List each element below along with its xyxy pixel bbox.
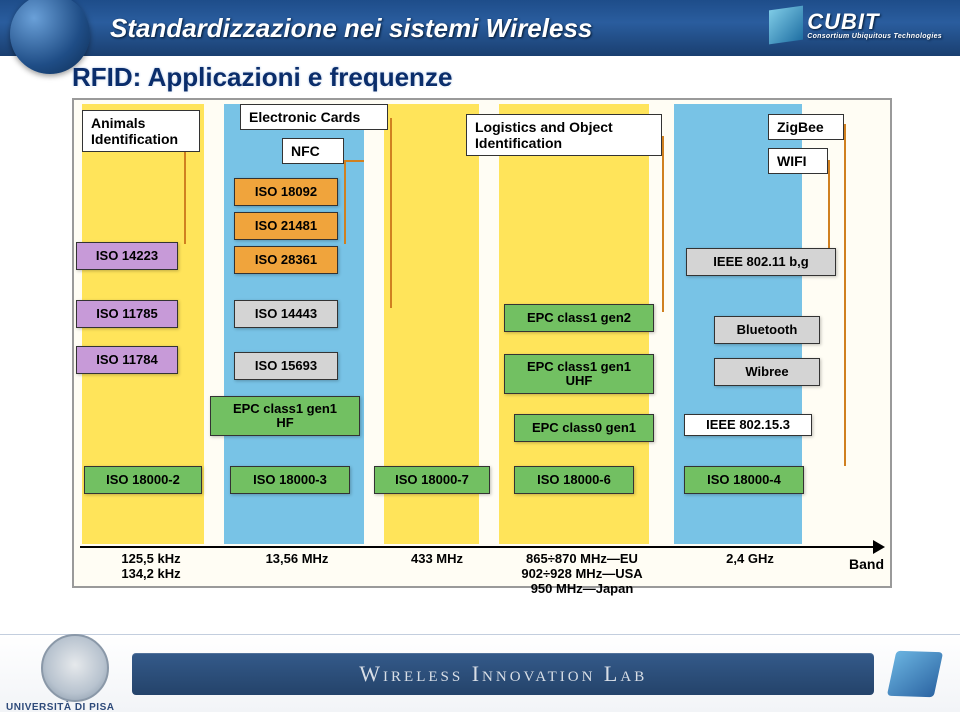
slide-subtitle: RFID: Applicazioni e frequenze [72,62,452,93]
category-label-nfc: NFC [282,138,344,164]
standard-iso180003: ISO 18000-3 [230,466,350,494]
axis-tick-label: 2,4 GHz [710,552,790,567]
connector-zigbee [844,124,846,466]
standard-iso21481: ISO 21481 [234,212,338,240]
standard-ieee80211: IEEE 802.11 b,g [686,248,836,276]
standard-iso180007: ISO 18000-7 [374,466,490,494]
standard-iso14223: ISO 14223 [76,242,178,270]
logo-text: CUBIT [807,11,942,33]
axis-tick-label: 433 MHz [392,552,482,567]
axis-end-label: Band [849,556,884,572]
standard-epc0g1: EPC class0 gen1 [514,414,654,442]
standard-iso180004: ISO 18000-4 [684,466,804,494]
lab-name: Wireless Innovation Lab [359,661,647,687]
standard-epc1g1uhf: EPC class1 gen1UHF [504,354,654,394]
standard-iso18092: ISO 18092 [234,178,338,206]
standard-iso11785: ISO 11785 [76,300,178,328]
page-title: Standardizzazione nei sistemi Wireless [110,13,592,44]
category-label-animals: AnimalsIdentification [82,110,200,152]
standard-wibree: Wibree [714,358,820,386]
axis-tick-label: 865÷870 MHz—EU902÷928 MHz—USA950 MHz—Jap… [492,552,672,597]
standard-epc1g2: EPC class1 gen2 [504,304,654,332]
standard-iso14443: ISO 14443 [234,300,338,328]
standard-bluetooth: Bluetooth [714,316,820,344]
category-label-wifi: WIFI [768,148,828,174]
standard-iso11784: ISO 11784 [76,346,178,374]
axis-tick-label: 13,56 MHz [242,552,352,567]
frequency-axis [80,546,880,548]
connector-ecards [390,118,392,308]
cubit-cube-icon [769,6,803,45]
lab-name-bar: Wireless Innovation Lab [132,653,874,695]
page-footer: UNIVERSITÀ DI PISA Wireless Innovation L… [0,634,960,712]
standard-epc1g1hf: EPC class1 gen1HF [210,396,360,436]
university-name: UNIVERSITÀ DI PISA [6,702,114,713]
rfid-frequency-diagram: AnimalsIdentification Electronic Cards NFC… [72,98,892,588]
category-label-ecards: Electronic Cards [240,104,388,130]
category-label-zigbee: ZigBee [768,114,844,140]
standard-iso28361: ISO 28361 [234,246,338,274]
footer-cube-icon [887,650,943,697]
cubit-logo: CUBIT Consortium Ubiquitous Technologies [769,8,942,42]
axis-arrow-icon [873,540,885,554]
connector-nfc [344,160,364,244]
standard-iso180006: ISO 18000-6 [514,466,634,494]
standard-iso15693: ISO 15693 [234,352,338,380]
category-label-logistics: Logistics and ObjectIdentification [466,114,662,156]
logo-subtitle: Consortium Ubiquitous Technologies [807,33,942,40]
standard-ieee80215: IEEE 802.15.3 [684,414,812,436]
connector-wifi [828,160,830,252]
page-header: Standardizzazione nei sistemi Wireless C… [0,0,960,56]
axis-tick-label: 125,5 kHz134,2 kHz [96,552,206,582]
standard-iso180002: ISO 18000-2 [84,466,202,494]
connector-logistics [662,136,664,312]
university-seal-icon [41,634,109,702]
